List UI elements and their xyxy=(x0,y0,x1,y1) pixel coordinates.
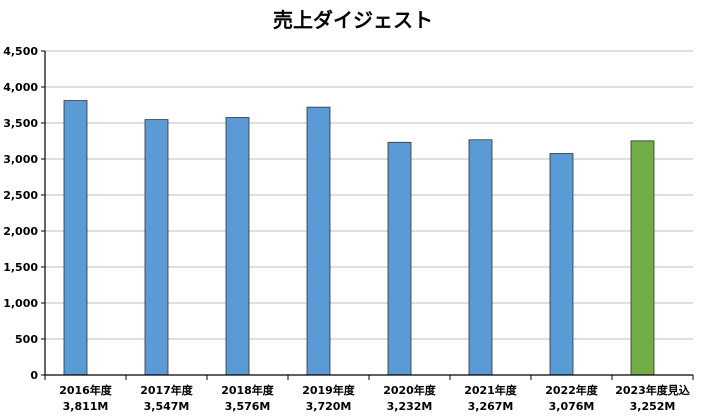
bar-2019年度 xyxy=(306,106,331,376)
y-tick-label: 2,000 xyxy=(3,225,38,238)
x-category-label: 2021年度 xyxy=(464,383,518,397)
x-labels: 2016年度 3,811M 2017年度 3,547M 2018年度 3,576M 2019… xyxy=(59,383,690,413)
bar-2023年度見込 xyxy=(630,140,655,376)
x-value-label: 3,811M xyxy=(63,400,109,413)
y-tick-labels: 0 500 1,000 1,500 2,000 2,500 3,000 3,500 4,000 4… xyxy=(3,45,38,382)
y-tick-label: 3,500 xyxy=(3,117,38,130)
y-tick-label: 1,000 xyxy=(3,297,38,310)
y-tick-label: 4,000 xyxy=(3,81,38,94)
chart-title: 売上ダイジェスト xyxy=(273,8,433,32)
x-value-label: 3,547M xyxy=(144,400,190,413)
y-tick-label: 500 xyxy=(15,333,38,346)
x-category-label: 2019年度 xyxy=(302,383,356,397)
x-value-label: 3,076M xyxy=(549,400,595,413)
gridlines xyxy=(45,50,693,340)
x-value-label: 3,232M xyxy=(387,400,433,413)
x-category-label: 2016年度 xyxy=(59,383,113,397)
y-tick-label: 3,000 xyxy=(3,153,38,166)
x-category-label: 2018年度 xyxy=(221,383,275,397)
y-tick-label: 2,500 xyxy=(3,189,38,202)
y-tick-label: 4,500 xyxy=(3,45,38,58)
x-category-label: 2022年度 xyxy=(545,383,599,397)
x-value-label: 3,720M xyxy=(306,400,352,413)
x-value-label: 3,576M xyxy=(225,400,271,413)
x-category-label: 2020年度 xyxy=(383,383,437,397)
y-tick-label: 1,500 xyxy=(3,261,38,274)
x-value-label: 3,267M xyxy=(468,400,514,413)
bar-2022年度 xyxy=(549,153,574,376)
y-tick-label: 0 xyxy=(30,369,38,382)
bar-2021年度 xyxy=(468,139,493,376)
x-category-label: 2023年度見込 xyxy=(615,383,690,397)
x-category-label: 2017年度 xyxy=(140,383,194,397)
bar-2016年度 xyxy=(63,100,88,376)
bar-2017年度 xyxy=(144,119,169,376)
axes xyxy=(41,50,694,380)
bar-2020年度 xyxy=(387,141,412,376)
bars xyxy=(63,100,655,376)
bar-2018年度 xyxy=(225,117,250,376)
x-value-label: 3,252M xyxy=(630,400,676,413)
